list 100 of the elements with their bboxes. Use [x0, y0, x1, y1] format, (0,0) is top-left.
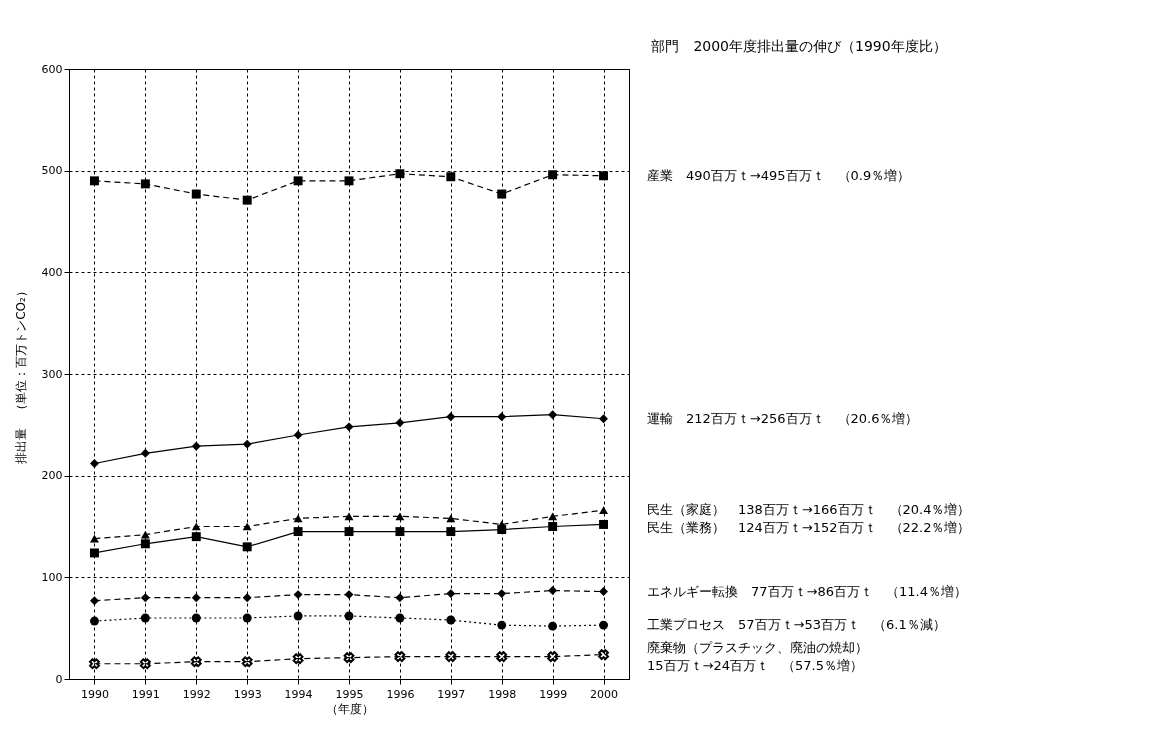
- text: 民生（家庭） 138百万ｔ→166百万ｔ （20.4％増）: [647, 502, 971, 518]
- point: [344, 422, 354, 432]
- text: エネルギー転換 77百万ｔ→86百万ｔ （11.4％増）: [647, 583, 967, 599]
- point: [140, 539, 150, 549]
- point: [293, 527, 303, 537]
- point: [292, 653, 304, 665]
- point: [293, 176, 303, 186]
- point: [89, 616, 99, 626]
- point: [89, 176, 99, 186]
- point: [599, 414, 609, 424]
- x-tick-label: 1992: [182, 687, 211, 701]
- point: [599, 506, 609, 515]
- point: [139, 658, 151, 670]
- x-tick-label: 1996: [386, 687, 415, 701]
- point: [344, 611, 354, 621]
- text: 廃棄物（プラスチック、廃油の焼却） 15百万ｔ→24百万ｔ （57.5％増）: [647, 639, 868, 673]
- point: [293, 514, 303, 523]
- text: 民生（業務） 124百万ｔ→152百万ｔ （22.2％増）: [647, 520, 971, 536]
- point: [446, 615, 456, 625]
- point: [548, 512, 558, 521]
- point: [446, 412, 456, 422]
- point: [241, 656, 253, 668]
- point: [242, 542, 252, 552]
- point: [395, 512, 405, 521]
- x-tick-label: 1995: [335, 687, 364, 701]
- y-axis-title: 排出量 （単位：百万トンCO₂）: [13, 285, 28, 464]
- point: [446, 527, 456, 537]
- point: [89, 458, 99, 468]
- point: [446, 514, 456, 523]
- point: [446, 172, 456, 182]
- point: [548, 586, 558, 596]
- point: [191, 532, 201, 542]
- point: [395, 169, 405, 179]
- point: [343, 652, 355, 664]
- point: [497, 412, 507, 422]
- point: [395, 613, 405, 623]
- legend-title: 部門 2000年度排出量の伸び（1990年度比）: [651, 38, 947, 54]
- point: [497, 189, 507, 199]
- point: [89, 534, 99, 543]
- point: [599, 587, 609, 597]
- y-tick-label: 200: [41, 469, 63, 483]
- point: [497, 620, 507, 630]
- point: [344, 176, 354, 186]
- point: [497, 589, 507, 599]
- y-tick-label: 0: [55, 672, 63, 686]
- point: [395, 418, 405, 428]
- point: [89, 596, 99, 606]
- x-tick-label: 2000: [590, 687, 619, 701]
- point: [394, 651, 406, 663]
- x-tick-label: 1993: [233, 687, 262, 701]
- point: [395, 593, 405, 603]
- point: [548, 522, 558, 531]
- point: [140, 593, 150, 603]
- point: [191, 189, 201, 199]
- point: [548, 410, 558, 420]
- point: [191, 441, 201, 451]
- point: [242, 439, 252, 449]
- point: [395, 527, 405, 537]
- point: [446, 589, 456, 599]
- point: [344, 527, 354, 537]
- x-tick-label: 1991: [131, 687, 160, 701]
- y-tick-label: 600: [41, 62, 63, 76]
- point: [89, 658, 100, 670]
- point: [242, 613, 252, 623]
- x-tick-label: 1997: [437, 687, 466, 701]
- y-tick-label: 400: [41, 265, 63, 279]
- point: [242, 195, 252, 205]
- point: [140, 448, 150, 458]
- point: [598, 649, 609, 661]
- point: [89, 548, 99, 558]
- point: [496, 651, 508, 663]
- point: [599, 171, 609, 181]
- point: [293, 430, 303, 440]
- text: 運輸 212百万ｔ→256百万ｔ （20.6％増）: [647, 410, 919, 426]
- point: [140, 179, 150, 189]
- y-tick-label: 500: [41, 164, 63, 178]
- point: [548, 170, 558, 180]
- x-tick-label: 1994: [284, 687, 313, 701]
- point: [191, 613, 201, 623]
- point: [191, 593, 201, 603]
- point: [599, 519, 609, 529]
- y-tick-label: 300: [41, 367, 63, 381]
- point: [547, 651, 559, 663]
- point: [445, 651, 457, 663]
- y-tick-label: 100: [41, 570, 63, 584]
- point: [140, 613, 150, 623]
- x-axis-title: （年度）: [325, 701, 374, 716]
- x-tick-label: 1990: [80, 687, 109, 701]
- point: [599, 620, 609, 630]
- point: [548, 621, 558, 631]
- point: [140, 530, 150, 539]
- text: 工業プロセス 57百万ｔ→53百万ｔ （6.1％減）: [647, 617, 946, 633]
- point: [190, 656, 202, 668]
- point: [293, 590, 303, 600]
- text: 産業 490百万ｔ→495百万ｔ （0.9％増）: [647, 167, 911, 183]
- point: [242, 593, 252, 603]
- x-tick-label: 1998: [488, 687, 517, 701]
- point: [344, 512, 354, 521]
- x-tick-label: 1999: [539, 687, 568, 701]
- point: [344, 590, 354, 600]
